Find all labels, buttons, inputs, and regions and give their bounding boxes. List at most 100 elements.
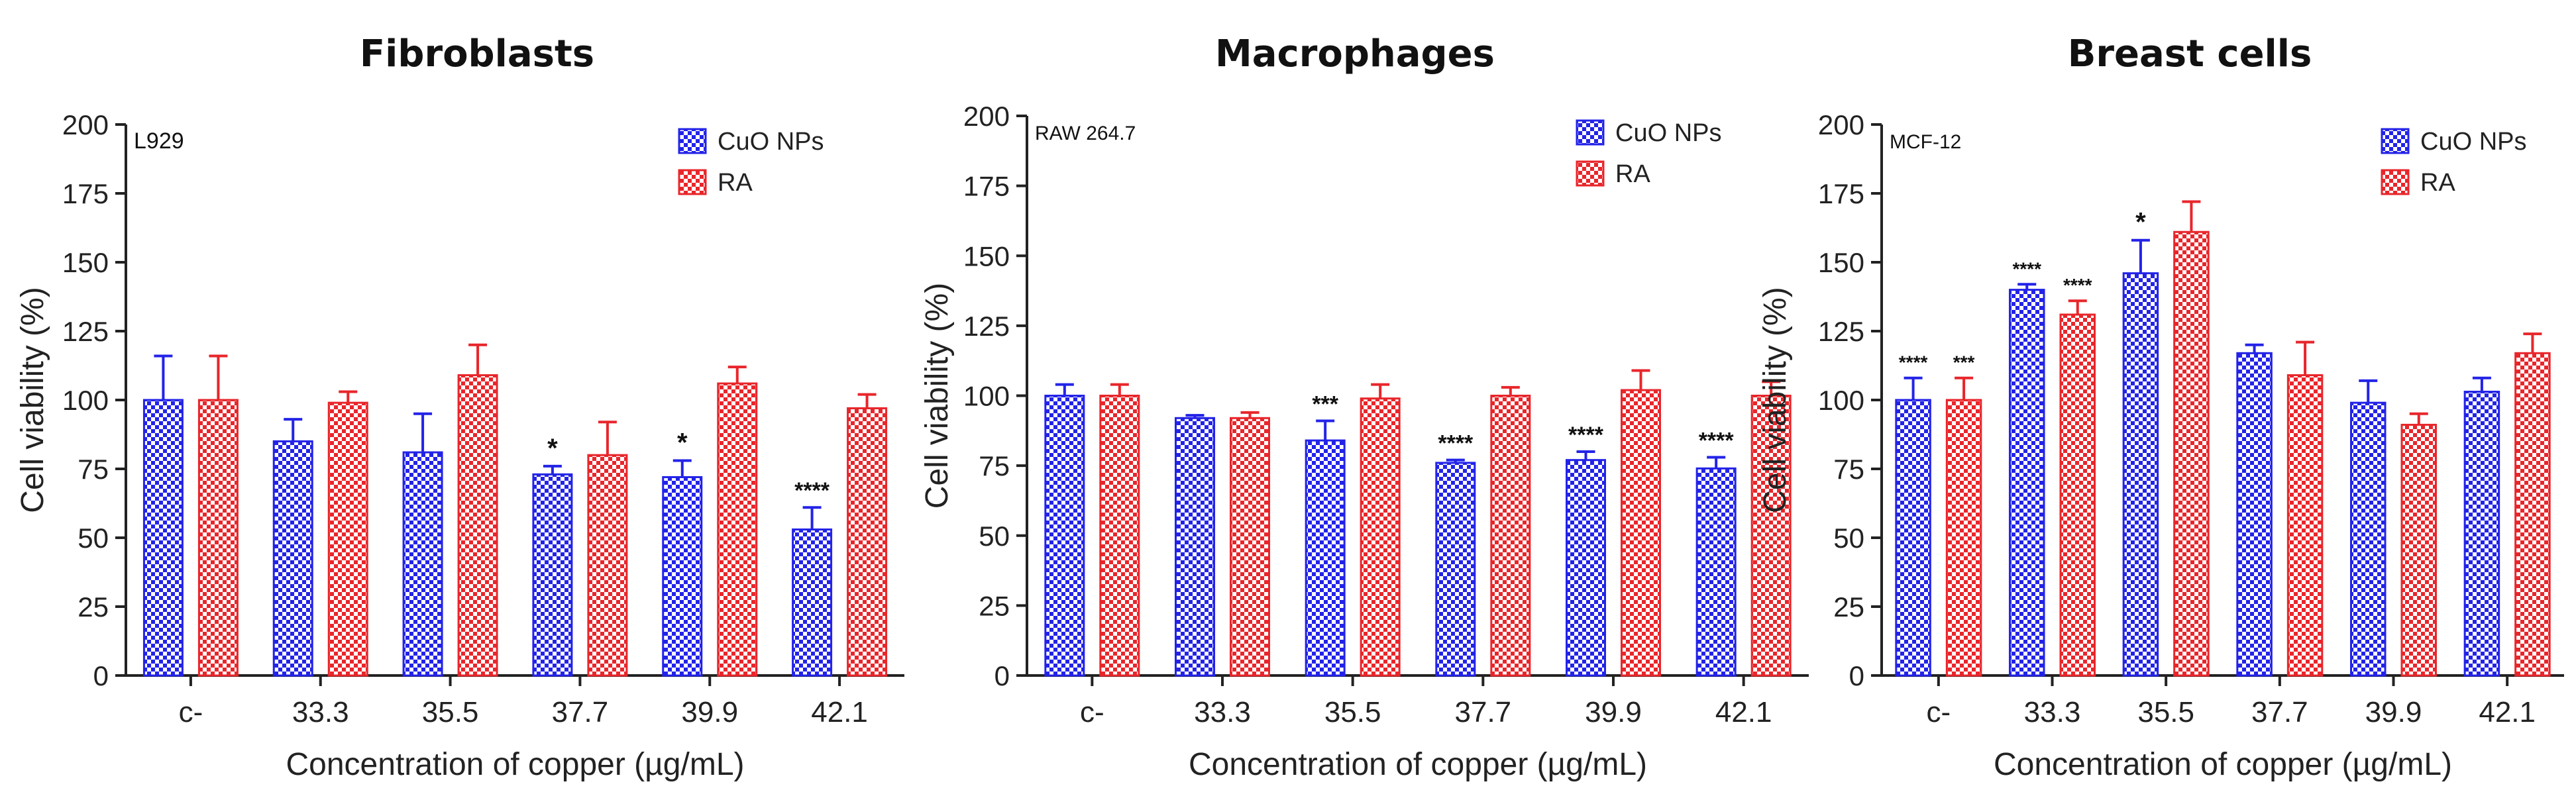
x-axis-label: Concentration of copper (µg/mL) <box>286 747 745 782</box>
y-tick-label: 75 <box>979 450 1010 481</box>
y-tick-label: 75 <box>1833 454 1864 485</box>
x-tick-label: 39.9 <box>1585 696 1642 728</box>
bar-cuo-nps <box>1895 399 1931 677</box>
x-tick-label: 42.1 <box>1715 696 1772 728</box>
y-tick-label: 100 <box>62 385 109 416</box>
cell-line-label: MCF-12 <box>1890 131 1961 153</box>
significance-label: * <box>547 434 558 463</box>
y-tick-label: 150 <box>62 247 109 278</box>
bar-cuo-nps <box>1305 439 1346 677</box>
chart-title: Breast cells <box>2068 32 2312 75</box>
y-tick-label: 25 <box>78 591 109 623</box>
bar-ra <box>1230 417 1270 677</box>
x-tick-label: 37.7 <box>1455 696 1512 728</box>
y-axis-label: Cell viability (%) <box>15 287 50 513</box>
x-tick-label: c- <box>179 696 203 728</box>
cell-line-label: L929 <box>134 128 184 154</box>
bar-ra <box>1750 395 1792 677</box>
legend-label: CuO NPs <box>2420 128 2526 156</box>
y-tick-label: 125 <box>1818 316 1864 347</box>
chart-panel-1: Fibroblasts 0 25 50 75 100 125 150 175 200 Cell vi… <box>15 32 904 782</box>
y-axis-label: Cell viability (%) <box>1758 287 1793 513</box>
y-tick-label: 200 <box>62 109 109 140</box>
bar-ra <box>2173 230 2210 677</box>
bar-ra <box>457 374 498 677</box>
bar-ra <box>1360 397 1401 677</box>
bar-cuo-nps <box>272 440 313 677</box>
chart-panel-3: Breast cells 0 25 50 75 100 125 150 175 200 Cell v… <box>1758 32 2564 782</box>
x-tick-label: 35.5 <box>422 696 479 728</box>
x-tick-label: 42.1 <box>2479 696 2536 728</box>
bar-ra <box>197 399 239 677</box>
legend-swatch <box>678 128 707 154</box>
significance-label: * <box>2135 208 2146 237</box>
y-tick-label: 200 <box>963 101 1010 132</box>
significance-label: **** <box>1438 431 1474 456</box>
legend-label: RA <box>718 169 753 197</box>
bar-cuo-nps <box>2009 289 2045 677</box>
cell-line-label: RAW 264.7 <box>1035 123 1136 144</box>
y-tick-label: 125 <box>963 311 1010 342</box>
chart-title: Fibroblasts <box>360 32 594 75</box>
bar-ra <box>587 454 628 677</box>
y-tick-label: 0 <box>1849 660 1864 691</box>
legend-label: RA <box>2420 169 2455 197</box>
bar-cuo-nps <box>142 399 184 677</box>
y-tick-label: 0 <box>994 660 1010 691</box>
y-tick-label: 0 <box>93 660 109 691</box>
x-tick-label: 39.9 <box>681 696 738 728</box>
legend-swatch <box>2381 169 2410 195</box>
bar-cuo-nps <box>1044 395 1085 677</box>
x-axis-label: Concentration of copper (µg/mL) <box>1994 747 2452 782</box>
y-tick-label: 50 <box>78 523 109 554</box>
bar-cuo-nps <box>2350 401 2387 677</box>
legend-swatch <box>2381 128 2410 154</box>
bar-cuo-nps <box>792 528 833 677</box>
bar-ra <box>327 401 368 677</box>
bar-ra <box>2286 374 2324 677</box>
chart-panel-2: Macrophages 0 25 50 75 100 125 150 175 200 Cell vi… <box>920 32 1809 782</box>
significance-label: **** <box>1568 423 1604 448</box>
bar-ra <box>2059 313 2096 677</box>
y-tick-label: 75 <box>78 454 109 485</box>
legend-swatch <box>1576 160 1605 187</box>
bar-cuo-nps <box>662 475 703 677</box>
y-tick-label: 150 <box>963 240 1010 272</box>
x-axis-label: Concentration of copper (µg/mL) <box>1189 747 1647 782</box>
y-tick-label: 25 <box>979 590 1010 621</box>
y-tick-label: 200 <box>1818 109 1864 140</box>
significance-label: **** <box>1699 428 1735 453</box>
bar-cuo-nps <box>2463 391 2500 677</box>
bar-ra <box>2514 352 2551 677</box>
legend-label: CuO NPs <box>1615 119 1721 147</box>
y-tick-label: 50 <box>979 521 1010 552</box>
significance-label: **** <box>2012 258 2041 279</box>
x-tick-label: 39.9 <box>2365 696 2422 728</box>
bar-ra <box>1490 395 1531 677</box>
bar-ra <box>1099 395 1140 677</box>
x-tick-label: 35.5 <box>2137 696 2194 728</box>
bar-cuo-nps <box>1435 462 1476 677</box>
x-tick-label: c- <box>1080 696 1104 728</box>
legend-swatch <box>1576 119 1605 146</box>
y-tick-label: 125 <box>62 316 109 347</box>
y-tick-label: 100 <box>963 381 1010 412</box>
y-tick-label: 175 <box>1818 178 1864 209</box>
y-tick-label: 175 <box>963 171 1010 202</box>
y-tick-label: 175 <box>62 178 109 209</box>
significance-label: **** <box>2063 275 2092 295</box>
bar-cuo-nps <box>1175 417 1215 677</box>
legend-swatch <box>678 169 707 195</box>
bar-ra <box>2400 423 2437 677</box>
y-tick-label: 150 <box>1818 247 1864 278</box>
y-tick-label: 100 <box>1818 385 1864 416</box>
legend-label: CuO NPs <box>718 128 824 156</box>
x-tick-label: 33.3 <box>2024 696 2081 728</box>
x-tick-label: 37.7 <box>552 696 609 728</box>
x-tick-label: c- <box>1927 696 1951 728</box>
significance-label: * <box>677 428 688 458</box>
bar-cuo-nps <box>402 451 443 677</box>
bar-cuo-nps <box>2236 352 2273 677</box>
bar-ra <box>847 407 888 677</box>
